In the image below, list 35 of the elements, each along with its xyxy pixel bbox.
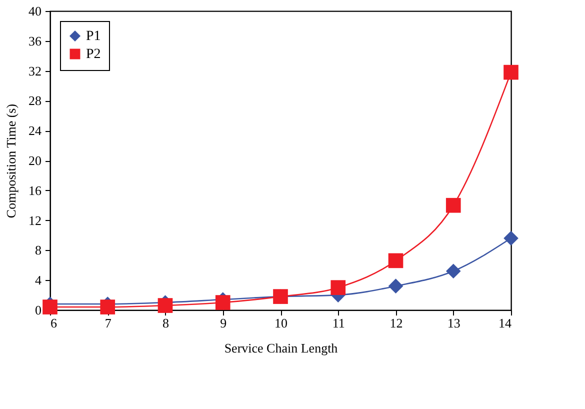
y-axis-title: Composition Time (s) <box>4 104 18 218</box>
x-tick-label: 14 <box>498 316 512 330</box>
point <box>388 278 404 294</box>
point <box>215 295 230 310</box>
legend-label: P2 <box>86 47 101 62</box>
x-tick-label: 9 <box>220 316 227 330</box>
point <box>100 300 116 314</box>
point <box>504 64 518 80</box>
x-tick-label: 11 <box>332 316 345 330</box>
x-tick-label: 12 <box>390 316 403 330</box>
legend-label: P1 <box>86 29 101 44</box>
point <box>446 264 461 279</box>
y-tick-label: 12 <box>28 212 42 228</box>
y-tick-label: 36 <box>28 33 42 48</box>
point <box>330 280 346 295</box>
x-tick-label: 7 <box>104 316 112 330</box>
y-tick-label: 32 <box>28 63 42 78</box>
point <box>42 300 58 314</box>
x-tick-label: 13 <box>447 316 460 330</box>
point <box>158 298 173 313</box>
y-tick-label: 24 <box>28 123 42 138</box>
x-tick-label: 6 <box>50 316 58 330</box>
x-tick-label: 8 <box>162 316 169 330</box>
y-tick-label: 40 <box>28 4 42 18</box>
y-tick-label: 28 <box>28 93 42 108</box>
y-tick-label: 4 <box>35 272 42 288</box>
x-axis-title: Service Chain Length <box>224 340 338 356</box>
x-tick-label: 10 <box>274 316 288 330</box>
y-tick-label: 8 <box>35 242 42 258</box>
point <box>388 253 404 268</box>
point <box>504 230 518 246</box>
y-tick-label: 16 <box>28 182 42 198</box>
y-tick-label: 20 <box>28 153 42 168</box>
y-tick-label: 0 <box>35 302 42 318</box>
point <box>446 198 461 213</box>
